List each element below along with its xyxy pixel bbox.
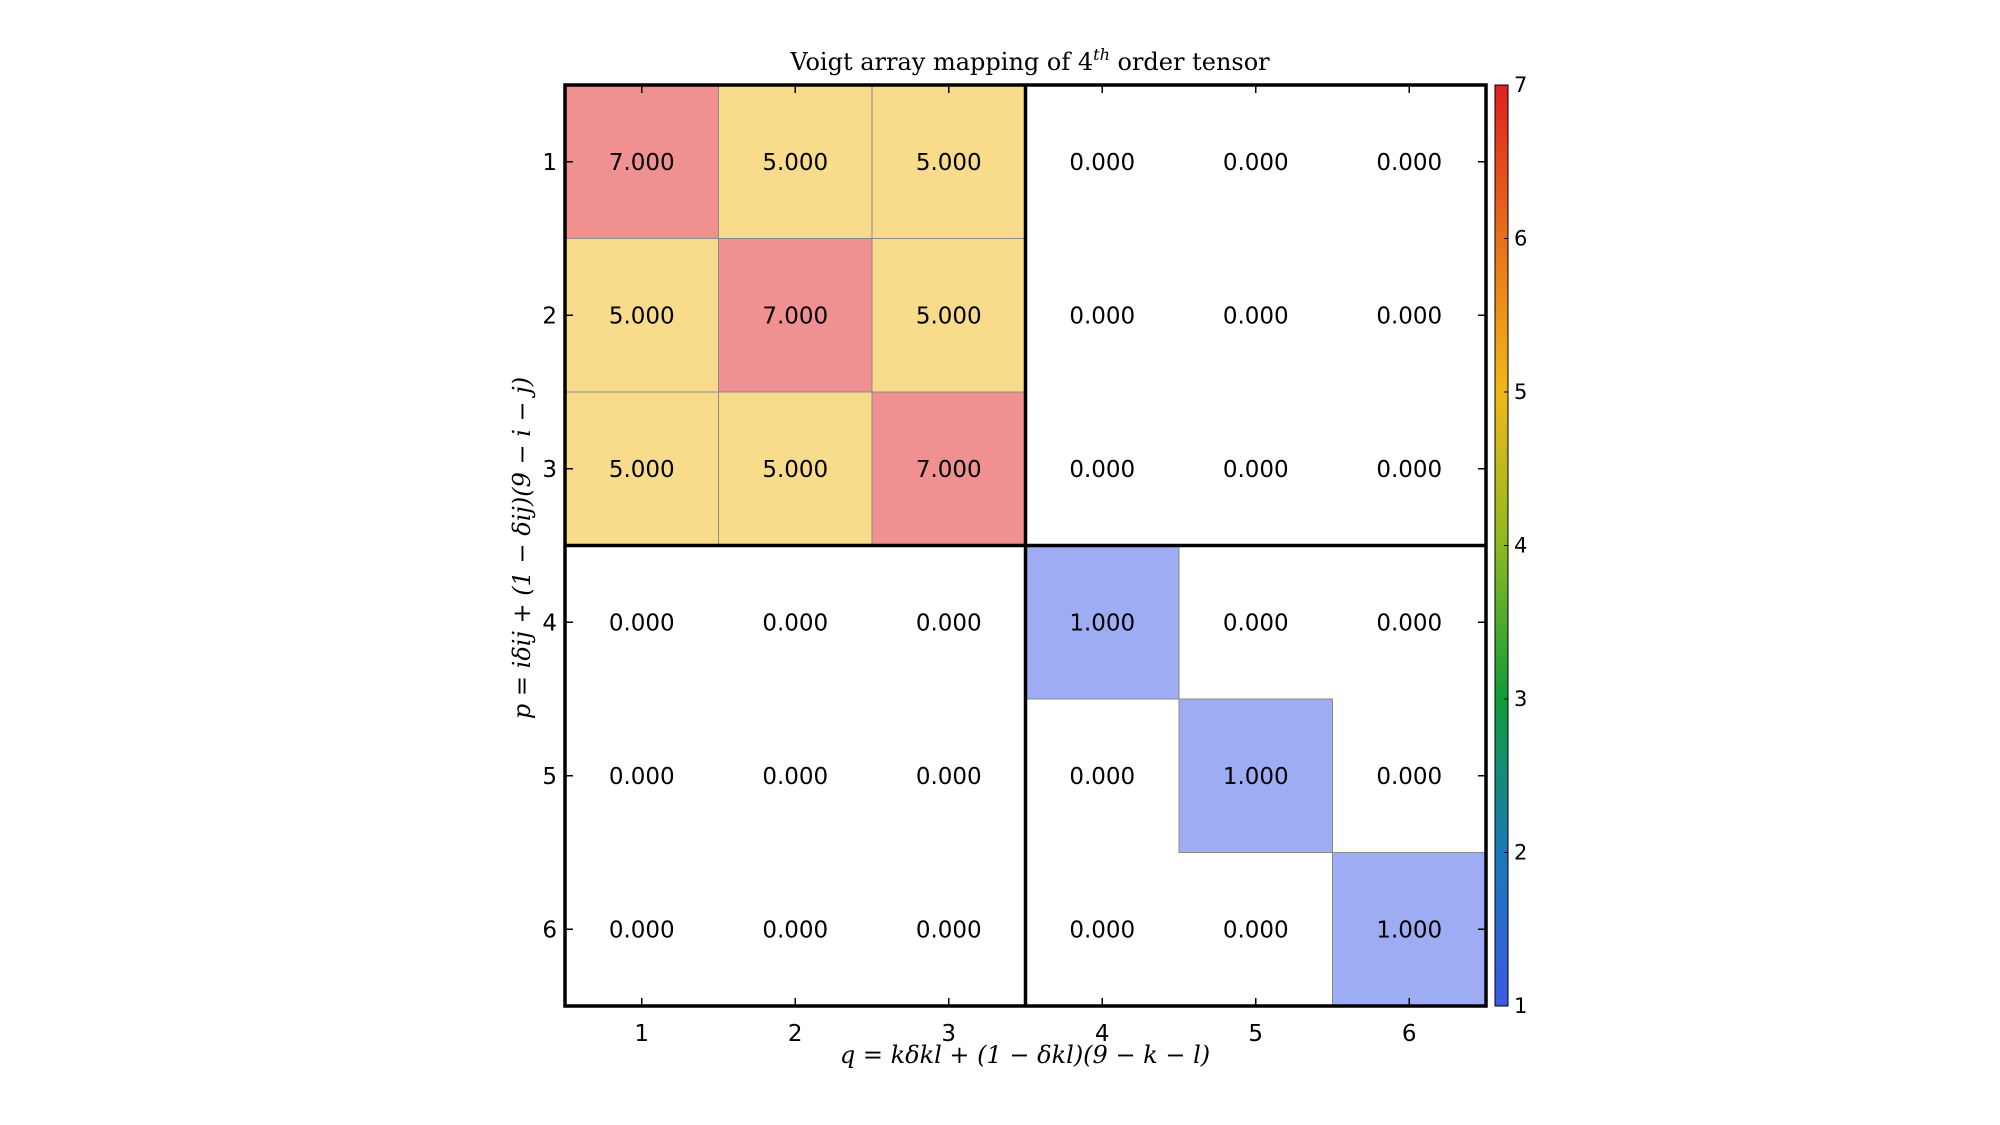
y-tick-label: 3 xyxy=(542,457,557,483)
heatmap-cells xyxy=(564,84,1487,1007)
cell-label-r5-c2: 0.000 xyxy=(762,764,828,790)
heatmap-cell-r3-c2 xyxy=(718,391,873,546)
cell-label-r6-c4: 0.000 xyxy=(1069,917,1135,943)
cell-label-r6-c1: 0.000 xyxy=(609,917,675,943)
x-axis-label: q = kδkl + (1 − δkl)(9 − k − l) xyxy=(840,1041,1210,1069)
cell-label-r5-c5: 1.000 xyxy=(1223,764,1289,790)
cell-label-r6-c3: 0.000 xyxy=(916,917,982,943)
cell-label-r1-c1: 7.000 xyxy=(609,150,675,176)
cell-label-r2-c3: 5.000 xyxy=(916,303,982,329)
y-tick-label: 1 xyxy=(542,150,557,176)
cell-label-r4-c3: 0.000 xyxy=(916,610,982,636)
heatmap-cell-r4-c4 xyxy=(1025,545,1180,700)
y-tick-label: 2 xyxy=(542,303,557,329)
cell-label-r2-c5: 0.000 xyxy=(1223,303,1289,329)
cell-label-r5-c6: 0.000 xyxy=(1376,764,1442,790)
heatmap-cell-r6-c6 xyxy=(1332,852,1487,1007)
colorbar-tick-label: 4 xyxy=(1514,534,1527,558)
cell-label-r4-c2: 0.000 xyxy=(762,610,828,636)
colorbar-tick-label: 5 xyxy=(1514,380,1527,404)
y-tick-label: 4 xyxy=(542,610,557,636)
cell-label-r2-c6: 0.000 xyxy=(1376,303,1442,329)
colorbar-tick-label: 2 xyxy=(1514,841,1527,865)
x-tick-label: 5 xyxy=(1248,1021,1263,1047)
heatmap-cell-r5-c5 xyxy=(1178,698,1333,853)
colorbar-tick-label: 6 xyxy=(1514,227,1527,251)
matrix-frame xyxy=(563,83,1488,1008)
cell-label-r3-c2: 5.000 xyxy=(762,457,828,483)
cell-value-labels: 7.000 5.000 5.000 0.000 0.000 0.000 5.000 7.000… xyxy=(609,150,1442,944)
cell-label-r6-c2: 0.000 xyxy=(762,917,828,943)
cell-label-r4-c6: 0.000 xyxy=(1376,610,1442,636)
y-axis-label: p = iδij + (1 − δij)(9 − i − j) xyxy=(508,377,536,719)
chart-title-superscript: th xyxy=(1093,45,1110,64)
y-axis-ticks: 1 2 3 4 5 6 xyxy=(542,150,1486,943)
colorbar-tick-label: 7 xyxy=(1514,73,1527,97)
x-axis-ticks: 1 2 3 4 5 6 xyxy=(634,85,1417,1047)
cell-label-r2-c1: 5.000 xyxy=(609,303,675,329)
heatmap-cell-r1-c2 xyxy=(718,84,873,239)
cell-label-r4-c5: 0.000 xyxy=(1223,610,1289,636)
cell-label-r1-c3: 5.000 xyxy=(916,150,982,176)
cell-label-r6-c5: 0.000 xyxy=(1223,917,1289,943)
cell-label-r2-c4: 0.000 xyxy=(1069,303,1135,329)
heatmap-cell-r2-c3 xyxy=(871,238,1026,393)
colorbar-tick-label: 1 xyxy=(1514,994,1527,1018)
cell-label-r5-c3: 0.000 xyxy=(916,764,982,790)
colorbar: 1 2 3 4 5 6 7 xyxy=(1494,73,1527,1018)
cell-label-r1-c6: 0.000 xyxy=(1376,150,1442,176)
x-tick-label: 1 xyxy=(634,1021,649,1047)
y-tick-label: 6 xyxy=(542,917,557,943)
cell-label-r3-c4: 0.000 xyxy=(1069,457,1135,483)
cell-label-r5-c4: 0.000 xyxy=(1069,764,1135,790)
cell-label-r3-c3: 7.000 xyxy=(916,457,982,483)
x-tick-label: 3 xyxy=(941,1021,956,1047)
cell-label-r1-c5: 0.000 xyxy=(1223,150,1289,176)
x-tick-label: 2 xyxy=(788,1021,803,1047)
cell-label-r2-c2: 7.000 xyxy=(762,303,828,329)
chart-title: Voigt array mapping of 4th order tensor xyxy=(789,45,1270,76)
heatmap-cell-r2-c2 xyxy=(718,238,873,393)
cell-label-r1-c2: 5.000 xyxy=(762,150,828,176)
cell-label-r3-c6: 0.000 xyxy=(1376,457,1442,483)
cell-label-r4-c1: 0.000 xyxy=(609,610,675,636)
x-tick-label: 6 xyxy=(1402,1021,1417,1047)
cell-label-r1-c4: 0.000 xyxy=(1069,150,1135,176)
heatmap-cell-r3-c1 xyxy=(564,391,719,546)
cell-label-r3-c5: 0.000 xyxy=(1223,457,1289,483)
cell-label-r5-c1: 0.000 xyxy=(609,764,675,790)
colorbar-tick-label: 3 xyxy=(1514,687,1527,711)
chart-title-suffix: order tensor xyxy=(1110,48,1270,76)
heatmap-cell-r2-c1 xyxy=(564,238,719,393)
x-tick-label: 4 xyxy=(1095,1021,1110,1047)
chart-title-prefix: Voigt array mapping of 4 xyxy=(789,48,1093,76)
cell-label-r4-c4: 1.000 xyxy=(1069,610,1135,636)
cell-label-r3-c1: 5.000 xyxy=(609,457,675,483)
cell-label-r6-c6: 1.000 xyxy=(1376,917,1442,943)
y-tick-label: 5 xyxy=(542,764,557,790)
heatmap-cell-r1-c1 xyxy=(564,84,719,239)
